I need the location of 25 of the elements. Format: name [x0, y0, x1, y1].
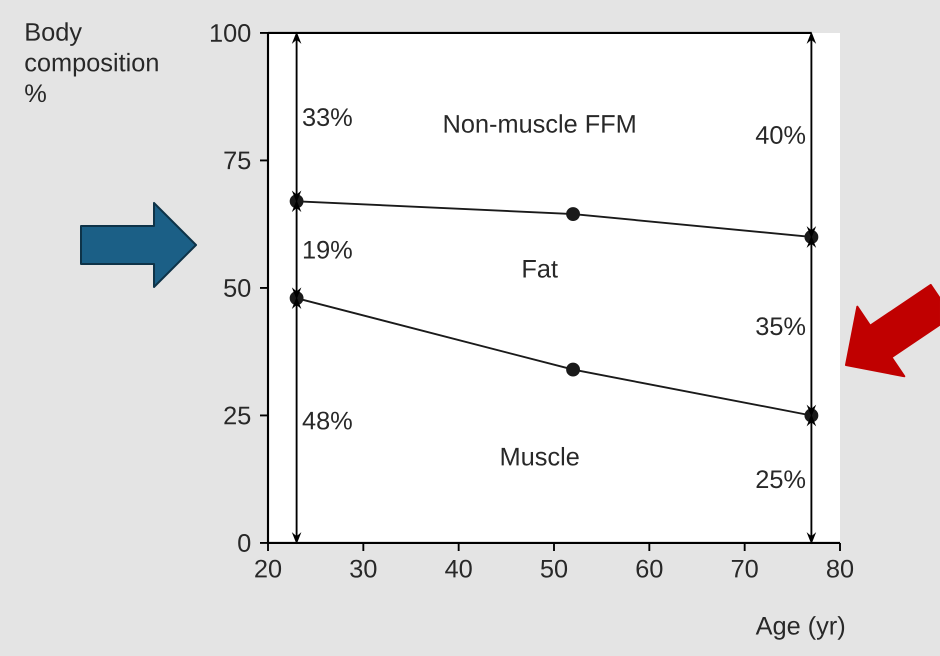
point — [566, 362, 580, 377]
y-tick-label: 0 — [238, 534, 250, 552]
annotation: 33% — [302, 108, 352, 126]
y-tick-label: 50 — [224, 279, 250, 297]
annotation: Muscle — [502, 446, 579, 466]
x-tick-label: 20 — [255, 560, 282, 578]
annotation: 40% — [756, 126, 806, 144]
y-axis-title: Body composition % — [25, 22, 158, 102]
annotation: 48% — [302, 412, 352, 430]
annotation: 35% — [756, 317, 806, 336]
x-tick-label: 80 — [827, 560, 854, 578]
x-tick-label: 60 — [636, 560, 662, 578]
annotation: Fat — [523, 260, 558, 278]
y-tick-label: 75 — [224, 152, 250, 170]
y-tick-label: 100 — [210, 24, 250, 42]
annotation: 19% — [304, 240, 352, 259]
point — [566, 207, 580, 221]
x-tick-label: 30 — [350, 560, 376, 578]
annotation: Non-muscle FFM — [444, 114, 635, 133]
x-tick-label: 40 — [445, 560, 472, 578]
x-tick-label: 50 — [540, 560, 568, 578]
x-axis-title: Age (yr) — [756, 616, 844, 640]
annotation: 25% — [756, 470, 806, 488]
y-tick-label: 25 — [224, 406, 250, 424]
x-tick-label: 70 — [732, 560, 758, 578]
